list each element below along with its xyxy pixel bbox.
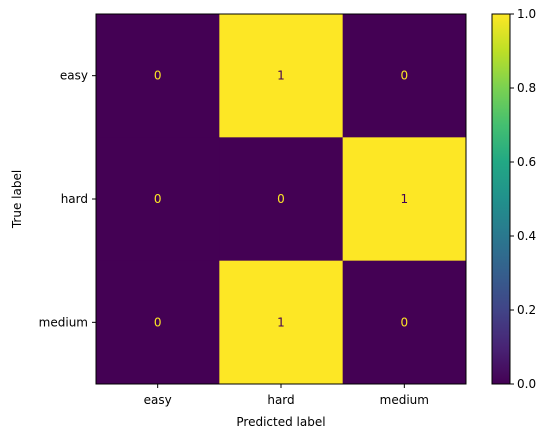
colorbar-tick-label: 1.0 xyxy=(517,7,536,21)
heatmap-cell-easy-easy xyxy=(96,14,220,138)
heatmap-cell-values: 0 1 0 0 0 1 0 1 0 xyxy=(154,69,408,330)
cell-value-easy-medium: 0 xyxy=(401,69,409,83)
heatmap-cell-easy-hard xyxy=(219,14,344,138)
colorbar xyxy=(491,13,511,385)
cell-value-hard-easy: 0 xyxy=(154,192,162,206)
cell-value-easy-hard: 1 xyxy=(277,69,285,83)
y-tick-label-easy: easy xyxy=(60,69,88,83)
x-tick-label-hard: hard xyxy=(267,393,294,407)
colorbar-tick-label: 0.0 xyxy=(517,377,536,391)
x-tick-label-easy: easy xyxy=(144,393,172,407)
heatmap-cell-hard-medium xyxy=(342,137,467,262)
colorbar-tick-label: 0.2 xyxy=(517,303,536,317)
y-tick-label-medium: medium xyxy=(39,315,88,329)
x-axis-label: Predicted label xyxy=(236,415,325,429)
x-tick-label-medium: medium xyxy=(380,393,429,407)
heatmap-cells xyxy=(96,14,467,385)
heatmap-cell-medium-easy xyxy=(96,260,220,385)
heatmap-cell-hard-easy xyxy=(96,137,220,262)
colorbar-tick-label: 0.8 xyxy=(517,81,536,95)
cell-value-hard-medium: 1 xyxy=(401,192,409,206)
y-axis-ticks: easy hard medium xyxy=(39,69,96,329)
cell-value-medium-hard: 1 xyxy=(277,315,285,329)
y-tick-label-hard: hard xyxy=(61,192,88,206)
y-axis-label: True label xyxy=(10,170,24,229)
heatmap-cell-easy-medium xyxy=(342,14,467,138)
cell-value-easy-easy: 0 xyxy=(154,69,162,83)
colorbar-ticks: 0.0 0.2 0.4 0.6 0.8 1.0 xyxy=(510,7,536,391)
cell-value-medium-easy: 0 xyxy=(154,315,162,329)
heatmap-cell-medium-medium xyxy=(342,260,467,385)
x-axis-ticks: easy hard medium xyxy=(144,384,429,407)
cell-value-hard-hard: 0 xyxy=(277,192,285,206)
heatmap-cell-hard-hard xyxy=(219,137,344,262)
heatmap-cell-medium-hard xyxy=(219,260,344,385)
cell-value-medium-medium: 0 xyxy=(401,315,409,329)
colorbar-tick-label: 0.6 xyxy=(517,155,536,169)
colorbar-tick-label: 0.4 xyxy=(517,229,536,243)
